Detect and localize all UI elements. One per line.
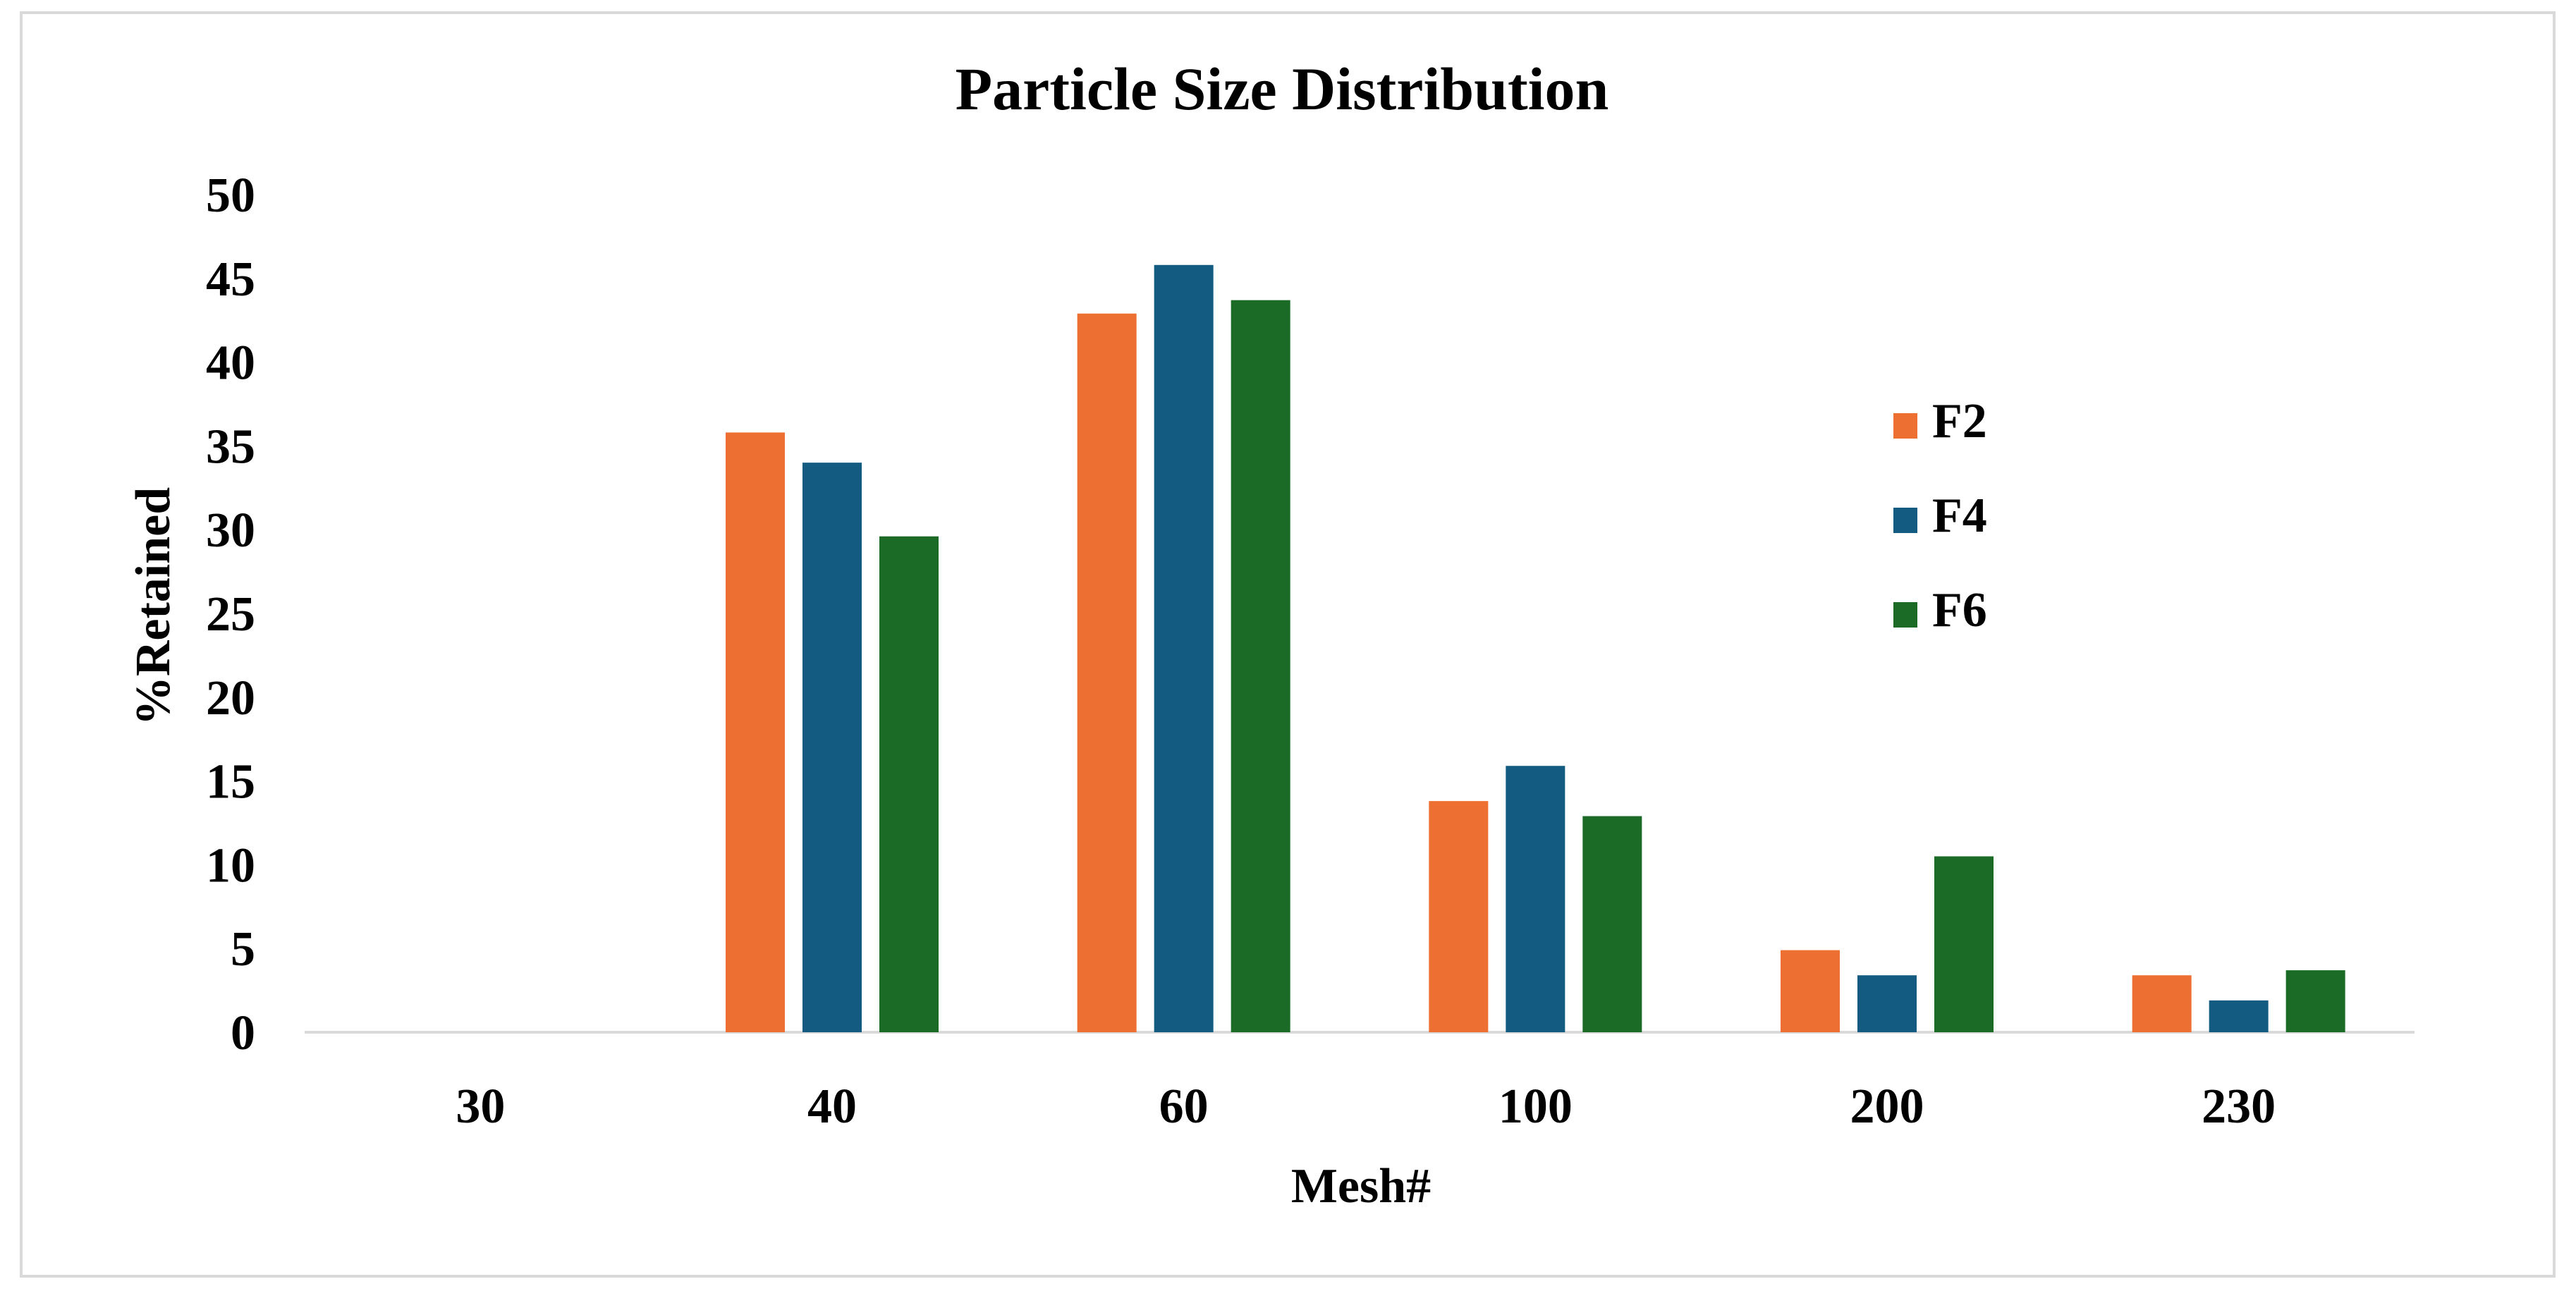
bar-f4-60 bbox=[1154, 264, 1214, 1032]
y-tick-label: 15 bbox=[206, 755, 255, 809]
bar-f6-100 bbox=[1582, 816, 1642, 1032]
legend-swatch-f4 bbox=[1893, 508, 1917, 533]
y-axis-title: %Retained bbox=[126, 487, 181, 726]
x-tick-label: 60 bbox=[1159, 1079, 1209, 1134]
bar-f4-100 bbox=[1506, 766, 1565, 1032]
y-tick-label: 0 bbox=[231, 1006, 255, 1060]
y-tick-label: 40 bbox=[206, 336, 255, 391]
x-tick-label: 230 bbox=[2202, 1079, 2276, 1134]
bar-f4-40 bbox=[802, 463, 862, 1032]
y-tick-label: 35 bbox=[206, 420, 255, 474]
legend-label-f6: F6 bbox=[1932, 583, 1987, 637]
y-tick-label: 30 bbox=[206, 503, 255, 558]
bar-group bbox=[726, 264, 2345, 1032]
bar-f2-100 bbox=[1429, 801, 1489, 1032]
legend-label-f2: F2 bbox=[1932, 394, 1987, 448]
bar-f2-60 bbox=[1077, 313, 1137, 1032]
y-tick-label: 45 bbox=[206, 252, 255, 307]
y-tick-label: 10 bbox=[206, 838, 255, 893]
x-tick-label: 100 bbox=[1498, 1079, 1573, 1134]
bar-f6-60 bbox=[1231, 300, 1290, 1032]
bar-f4-200 bbox=[1857, 975, 1917, 1032]
bar-f4-230 bbox=[2209, 1000, 2269, 1032]
legend: F2 F4 F6 bbox=[1893, 394, 1987, 637]
x-axis-ticks: 30 40 60 100 200 230 bbox=[456, 1079, 2276, 1134]
x-axis-title: Mesh# bbox=[1291, 1159, 1431, 1213]
y-tick-label: 5 bbox=[231, 922, 255, 977]
bar-f2-40 bbox=[726, 432, 785, 1032]
y-tick-label: 20 bbox=[206, 671, 255, 726]
bar-f6-40 bbox=[879, 536, 939, 1032]
bar-f2-200 bbox=[1781, 950, 1840, 1032]
bar-f6-200 bbox=[1934, 856, 1994, 1032]
legend-label-f4: F4 bbox=[1932, 489, 1987, 543]
bar-f2-230 bbox=[2132, 975, 2192, 1032]
x-tick-label: 200 bbox=[1850, 1079, 1924, 1134]
y-tick-label: 50 bbox=[206, 169, 255, 223]
chart-title: Particle Size Distribution bbox=[956, 55, 1609, 123]
x-tick-label: 40 bbox=[807, 1079, 857, 1134]
y-tick-label: 25 bbox=[206, 587, 255, 642]
bar-f6-230 bbox=[2285, 970, 2345, 1032]
legend-swatch-f6 bbox=[1893, 602, 1917, 628]
y-axis-ticks: 0 5 10 15 20 25 30 35 40 45 50 bbox=[206, 169, 255, 1060]
legend-swatch-f2 bbox=[1893, 413, 1917, 439]
x-tick-label: 30 bbox=[456, 1079, 505, 1134]
